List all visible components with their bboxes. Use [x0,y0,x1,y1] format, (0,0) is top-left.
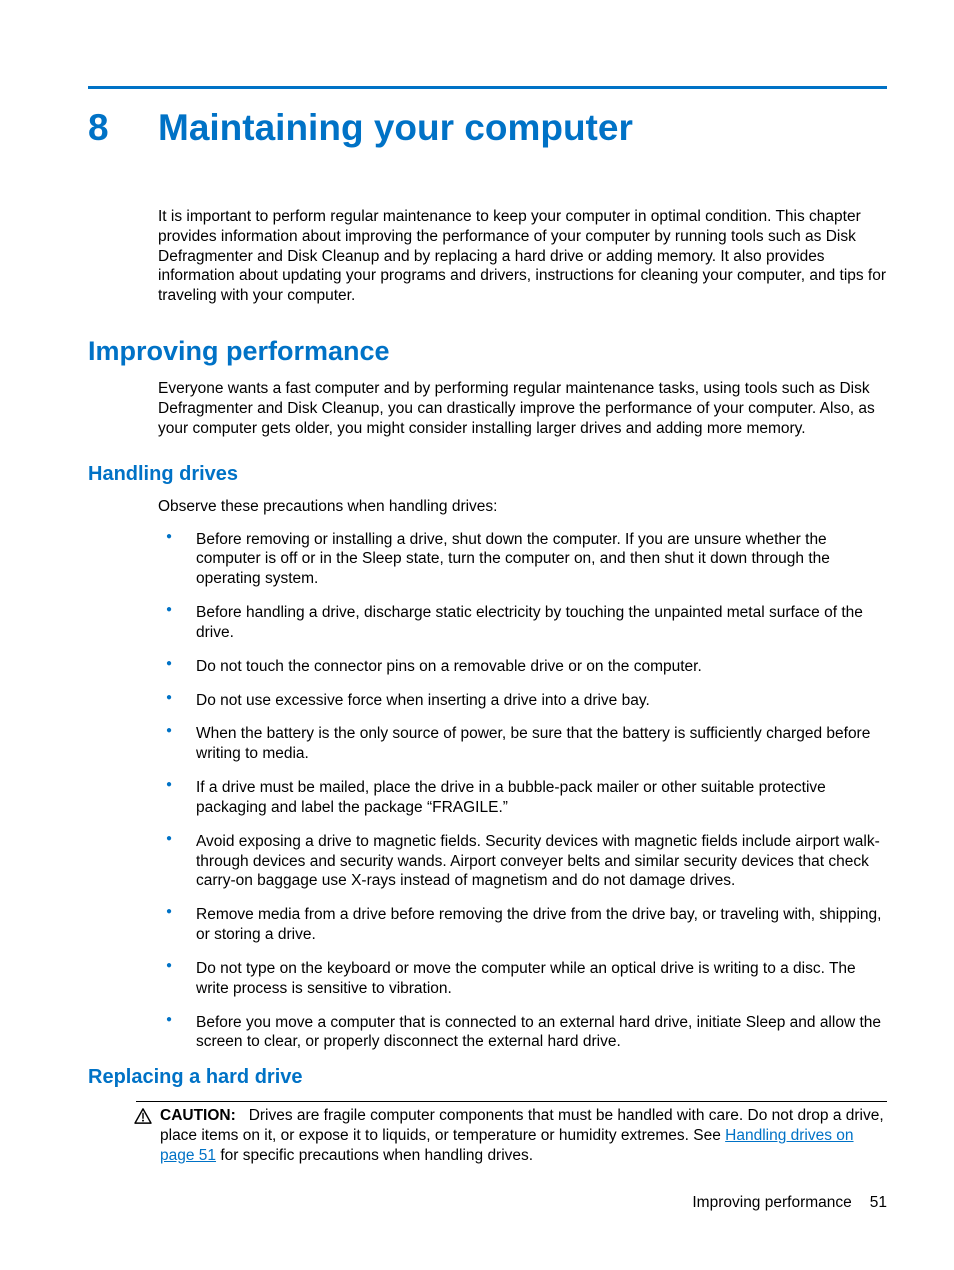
list-item: Do not use excessive force when insertin… [158,691,887,711]
chapter-number: 8 [88,107,158,149]
chapter-heading: 8 Maintaining your computer [88,107,887,149]
list-item: Remove media from a drive before removin… [158,905,887,945]
chapter-top-rule [88,86,887,89]
list-item: Before you move a computer that is conne… [158,1013,887,1053]
subsection-heading-replacing-hard-drive: Replacing a hard drive [88,1066,887,1089]
chapter-title: Maintaining your computer [158,107,633,149]
subsection-lead-text: Observe these precautions when handling … [158,498,887,516]
footer-section-label: Improving performance [692,1194,851,1211]
caution-label: CAUTION: [160,1107,236,1124]
section-intro-paragraph: Everyone wants a fast computer and by pe… [158,379,887,438]
warning-icon [134,1108,152,1124]
list-item: Before handling a drive, discharge stati… [158,603,887,643]
section-heading-improving-performance: Improving performance [88,336,887,367]
list-item: Avoid exposing a drive to magnetic field… [158,832,887,891]
list-item: Do not type on the keyboard or move the … [158,959,887,999]
list-item: Before removing or installing a drive, s… [158,530,887,589]
caution-block: CAUTION: Drives are fragile computer com… [136,1101,887,1165]
list-item: If a drive must be mailed, place the dri… [158,778,887,818]
bullet-list-handling-drives: Before removing or installing a drive, s… [158,530,887,1053]
caution-body-after: for specific precautions when handling d… [216,1147,533,1164]
caution-text: CAUTION: Drives are fragile computer com… [160,1106,887,1165]
chapter-intro-paragraph: It is important to perform regular maint… [158,207,887,306]
subsection-heading-handling-drives: Handling drives [88,463,887,486]
list-item: When the battery is the only source of p… [158,724,887,764]
page-footer: Improving performance 51 [692,1194,887,1212]
footer-page-number: 51 [870,1194,887,1211]
list-item: Do not touch the connector pins on a rem… [158,657,887,677]
